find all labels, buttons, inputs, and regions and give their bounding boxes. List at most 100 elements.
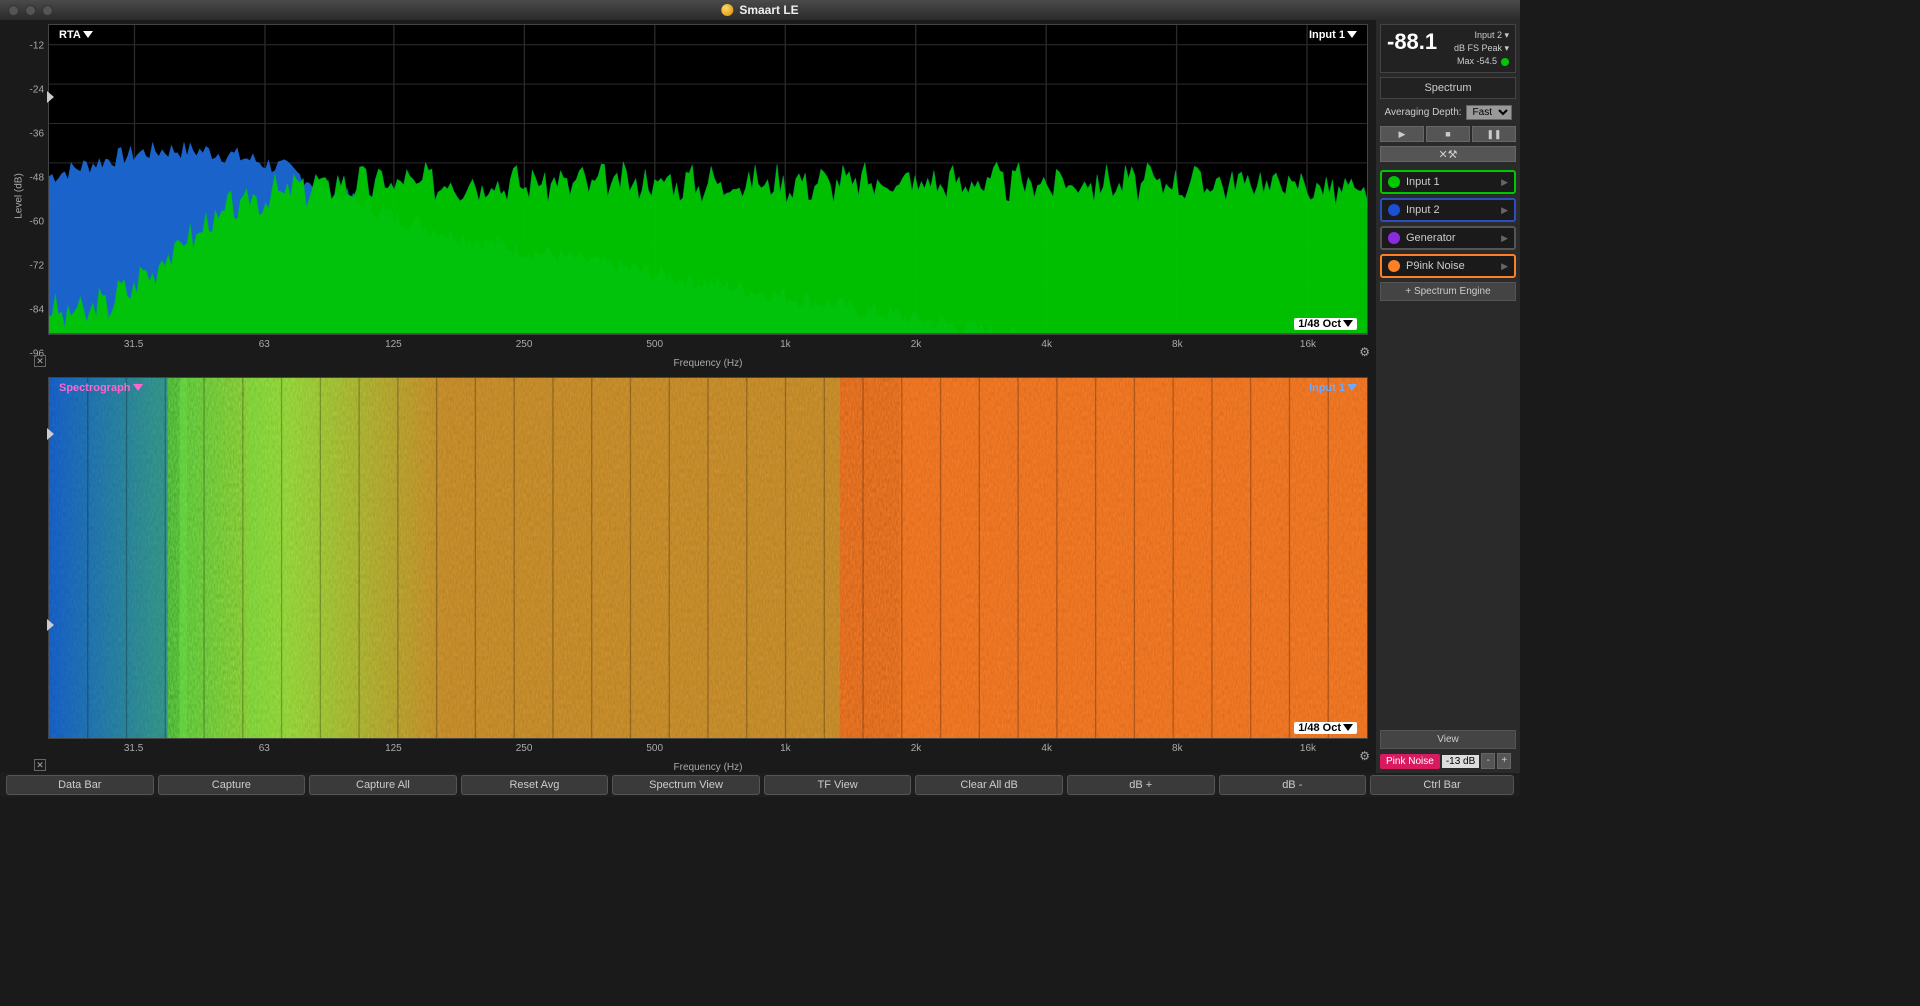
source-color-icon: [1388, 260, 1400, 272]
pink-noise-level: -13 dB: [1442, 755, 1479, 768]
spectrograph-title-dropdown[interactable]: Spectrograph: [59, 382, 143, 394]
x-tick: 500: [646, 339, 663, 350]
transport-controls: ▶ ■ ❚❚: [1380, 126, 1516, 142]
toolbar-db--button[interactable]: dB +: [1067, 775, 1215, 795]
wrench-icon: ✕⚒: [1438, 148, 1457, 161]
y-tick: -72: [30, 260, 44, 271]
control-panel: -88.1 Input 2 ▾ dB FS Peak ▾ Max -54.5 S…: [1376, 20, 1520, 773]
spectrograph-marker-1-icon[interactable]: [47, 428, 54, 440]
x-tick: 4k: [1041, 743, 1052, 754]
spectrograph-settings-icon[interactable]: ⚙: [1359, 749, 1370, 763]
meter-value: -88.1: [1387, 29, 1437, 55]
x-tick: 1k: [780, 339, 791, 350]
toolbar-capture-all-button[interactable]: Capture All: [309, 775, 457, 795]
x-tick: 63: [259, 743, 270, 754]
source-label: Input 2: [1406, 204, 1440, 216]
play-button[interactable]: ▶: [1380, 126, 1424, 142]
add-spectrum-engine-button[interactable]: + Spectrum Engine: [1380, 282, 1516, 301]
meter-details: Input 2 ▾ dB FS Peak ▾ Max -54.5: [1443, 29, 1509, 68]
source-color-icon: [1388, 176, 1400, 188]
source-input-2[interactable]: Input 2 ▶: [1380, 198, 1516, 222]
spectrograph-close-button[interactable]: ✕: [34, 759, 46, 771]
stop-button[interactable]: ■: [1426, 126, 1470, 142]
rta-input-dropdown[interactable]: Input 1: [1309, 29, 1357, 41]
level-meter[interactable]: -88.1 Input 2 ▾ dB FS Peak ▾ Max -54.5: [1380, 24, 1516, 73]
minimize-window-icon[interactable]: [25, 5, 36, 16]
chevron-right-icon: ▶: [1501, 205, 1508, 216]
averaging-select[interactable]: Fast: [1466, 105, 1512, 120]
rta-close-button[interactable]: ✕: [34, 355, 46, 367]
toolbar-reset-avg-button[interactable]: Reset Avg: [461, 775, 609, 795]
toolbar-clear-all-db-button[interactable]: Clear All dB: [915, 775, 1063, 795]
pink-noise-plus-button[interactable]: +: [1497, 753, 1511, 769]
spectrograph-chart[interactable]: Spectrograph Input 1 1/48 Oct: [48, 377, 1368, 739]
spectrum-section-title: Spectrum: [1380, 77, 1516, 99]
source-color-icon: [1388, 232, 1400, 244]
source-list: Input 1▶Input 2▶Generator▶P9ink Noise▶: [1380, 170, 1516, 278]
app-icon: [721, 4, 733, 16]
chevron-right-icon: ▶: [1501, 177, 1508, 188]
spectrograph-wrap: Spectrograph Input 1 1/48 Oct Frequency …: [48, 377, 1368, 773]
spectrograph-marker-2-icon[interactable]: [47, 619, 54, 631]
averaging-row: Averaging Depth: Fast: [1380, 103, 1516, 122]
pink-noise-minus-button[interactable]: -: [1481, 753, 1495, 769]
rta-level-marker-icon[interactable]: [47, 91, 54, 103]
y-tick: -48: [30, 172, 44, 183]
x-tick: 8k: [1172, 339, 1183, 350]
bottom-toolbar: Data BarCaptureCapture AllReset AvgSpect…: [0, 773, 1520, 797]
tools-button[interactable]: ✕⚒: [1380, 146, 1516, 162]
pane-divider[interactable]: [6, 369, 1370, 377]
source-label: Input 1: [1406, 176, 1440, 188]
chart-panel: -12-24-36-48-60-72-84-96 Level (dB) RTA …: [0, 20, 1376, 773]
toolbar-db--button[interactable]: dB -: [1219, 775, 1367, 795]
x-tick: 2k: [911, 743, 922, 754]
zoom-window-icon[interactable]: [42, 5, 53, 16]
y-tick: -84: [30, 304, 44, 315]
rta-y-axis-label: Level (dB): [13, 173, 24, 219]
toolbar-data-bar-button[interactable]: Data Bar: [6, 775, 154, 795]
y-tick: -60: [30, 216, 44, 227]
traffic-lights: [0, 5, 53, 16]
window-title: Smaart LE: [721, 3, 798, 17]
y-tick: -36: [30, 128, 44, 139]
source-label: P9ink Noise: [1406, 260, 1465, 272]
spectrograph-input-dropdown[interactable]: Input 1: [1309, 382, 1357, 394]
peak-indicator-icon: [1501, 58, 1509, 66]
rta-chart-wrap: -12-24-36-48-60-72-84-96 Level (dB) RTA …: [48, 24, 1368, 369]
pause-button[interactable]: ❚❚: [1472, 126, 1516, 142]
spectrograph-resolution-dropdown[interactable]: 1/48 Oct: [1294, 722, 1357, 734]
x-tick: 31.5: [124, 339, 143, 350]
view-button[interactable]: View: [1380, 730, 1516, 749]
x-tick: 250: [516, 339, 533, 350]
pink-noise-row: Pink Noise -13 dB - +: [1380, 753, 1516, 769]
spectrograph-plot: [49, 378, 1367, 738]
toolbar-ctrl-bar-button[interactable]: Ctrl Bar: [1370, 775, 1514, 795]
x-tick: 2k: [911, 339, 922, 350]
x-tick: 31.5: [124, 743, 143, 754]
averaging-label: Averaging Depth:: [1384, 107, 1461, 118]
chevron-right-icon: ▶: [1501, 233, 1508, 244]
x-tick: 125: [385, 743, 402, 754]
title-bar: Smaart LE: [0, 0, 1520, 20]
source-generator[interactable]: Generator▶: [1380, 226, 1516, 250]
pink-noise-button[interactable]: Pink Noise: [1380, 754, 1440, 769]
x-tick: 16k: [1300, 339, 1316, 350]
rta-title-dropdown[interactable]: RTA: [59, 29, 93, 41]
source-p9ink-noise[interactable]: P9ink Noise▶: [1380, 254, 1516, 278]
x-tick: 8k: [1172, 743, 1183, 754]
window-title-text: Smaart LE: [739, 3, 798, 17]
y-tick: -24: [30, 84, 44, 95]
rta-chart[interactable]: RTA Input 1 1/48 Oct: [48, 24, 1368, 335]
spectrograph-x-axis-label: Frequency (Hz): [674, 762, 743, 773]
toolbar-tf-view-button[interactable]: TF View: [764, 775, 912, 795]
rta-x-axis-label: Frequency (Hz): [674, 358, 743, 369]
source-input-1[interactable]: Input 1 ▶: [1380, 170, 1516, 194]
rta-x-axis: Frequency (Hz) 31.5631252505001k2k4k8k16…: [48, 337, 1368, 369]
close-window-icon[interactable]: [8, 5, 19, 16]
rta-settings-icon[interactable]: ⚙: [1359, 345, 1370, 359]
rta-resolution-dropdown[interactable]: 1/48 Oct: [1294, 318, 1357, 330]
x-tick: 125: [385, 339, 402, 350]
toolbar-spectrum-view-button[interactable]: Spectrum View: [612, 775, 760, 795]
toolbar-capture-button[interactable]: Capture: [158, 775, 306, 795]
rta-plot: [49, 25, 1367, 334]
